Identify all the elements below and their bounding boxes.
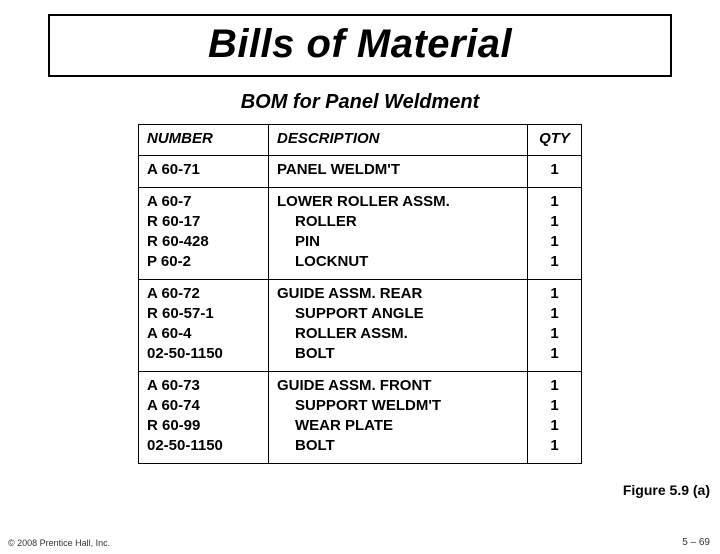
qty-line: 1	[536, 324, 573, 344]
number-line: P 60-2	[147, 252, 260, 272]
bom-table: NUMBER DESCRIPTION QTY A 60-71PANEL WELD…	[138, 124, 582, 464]
qty-line: 1	[536, 344, 573, 364]
number-line: R 60-99	[147, 416, 260, 436]
cell-description: GUIDE ASSM. FRONTSUPPORT WELDM'TWEAR PLA…	[269, 371, 528, 463]
table-row: A 60-71 PANEL WELDM'T 1	[139, 156, 582, 187]
cell-qty: 1	[528, 156, 582, 187]
description-line: ROLLER	[277, 212, 519, 232]
number-line: 02-50-1150	[147, 344, 260, 364]
number-line: R 60-17	[147, 212, 260, 232]
qty-line: 1	[536, 252, 573, 272]
figure-label: Figure 5.9 (a)	[623, 482, 710, 498]
cell-description: GUIDE ASSM. REARSUPPORT ANGLEROLLER ASSM…	[269, 279, 528, 371]
page-title: Bills of Material	[50, 22, 670, 67]
page-number: 5 – 69	[682, 537, 710, 548]
number-line: A 60-73	[147, 376, 260, 396]
number-line: A 60-71	[147, 160, 260, 180]
cell-qty: 1111	[528, 279, 582, 371]
title-bar: Bills of Material	[48, 14, 672, 77]
qty-line: 1	[536, 212, 573, 232]
number-line: 02-50-1150	[147, 436, 260, 456]
col-description-header: DESCRIPTION	[269, 125, 528, 156]
number-line: A 60-72	[147, 284, 260, 304]
col-number-header: NUMBER	[139, 125, 269, 156]
number-line: A 60-74	[147, 396, 260, 416]
number-line: R 60-57-1	[147, 304, 260, 324]
description-line: SUPPORT ANGLE	[277, 304, 519, 324]
qty-line: 1	[536, 192, 573, 212]
cell-number: A 60-72R 60-57-1A 60-402-50-1150	[139, 279, 269, 371]
cell-qty: 1111	[528, 371, 582, 463]
qty-line: 1	[536, 436, 573, 456]
number-line: A 60-7	[147, 192, 260, 212]
cell-qty: 1111	[528, 187, 582, 279]
cell-number: A 60-71	[139, 156, 269, 187]
table-row: A 60-73A 60-74R 60-9902-50-1150GUIDE ASS…	[139, 371, 582, 463]
description-line: SUPPORT WELDM'T	[277, 396, 519, 416]
qty-line: 1	[536, 304, 573, 324]
table-row: A 60-72R 60-57-1A 60-402-50-1150GUIDE AS…	[139, 279, 582, 371]
description-line: LOWER ROLLER ASSM.	[277, 192, 519, 212]
description-line: GUIDE ASSM. REAR	[277, 284, 519, 304]
description-line: LOCKNUT	[277, 252, 519, 272]
description-line: ROLLER ASSM.	[277, 324, 519, 344]
qty-line: 1	[536, 396, 573, 416]
qty-line: 1	[536, 160, 573, 180]
cell-number: A 60-7R 60-17R 60-428P 60-2	[139, 187, 269, 279]
description-line: PIN	[277, 232, 519, 252]
description-line: PANEL WELDM'T	[277, 160, 519, 180]
qty-line: 1	[536, 376, 573, 396]
description-line: WEAR PLATE	[277, 416, 519, 436]
qty-line: 1	[536, 284, 573, 304]
qty-line: 1	[536, 416, 573, 436]
description-line: BOLT	[277, 436, 519, 456]
description-line: BOLT	[277, 344, 519, 364]
cell-description: LOWER ROLLER ASSM.ROLLERPINLOCKNUT	[269, 187, 528, 279]
number-line: R 60-428	[147, 232, 260, 252]
cell-number: A 60-73A 60-74R 60-9902-50-1150	[139, 371, 269, 463]
description-line: GUIDE ASSM. FRONT	[277, 376, 519, 396]
table-row: A 60-7R 60-17R 60-428P 60-2LOWER ROLLER …	[139, 187, 582, 279]
qty-line: 1	[536, 232, 573, 252]
table-header-row: NUMBER DESCRIPTION QTY	[139, 125, 582, 156]
col-qty-header: QTY	[528, 125, 582, 156]
subtitle: BOM for Panel Weldment	[0, 91, 720, 114]
number-line: A 60-4	[147, 324, 260, 344]
cell-description: PANEL WELDM'T	[269, 156, 528, 187]
table-body: A 60-71PANEL WELDM'T1A 60-7R 60-17R 60-4…	[139, 156, 582, 463]
